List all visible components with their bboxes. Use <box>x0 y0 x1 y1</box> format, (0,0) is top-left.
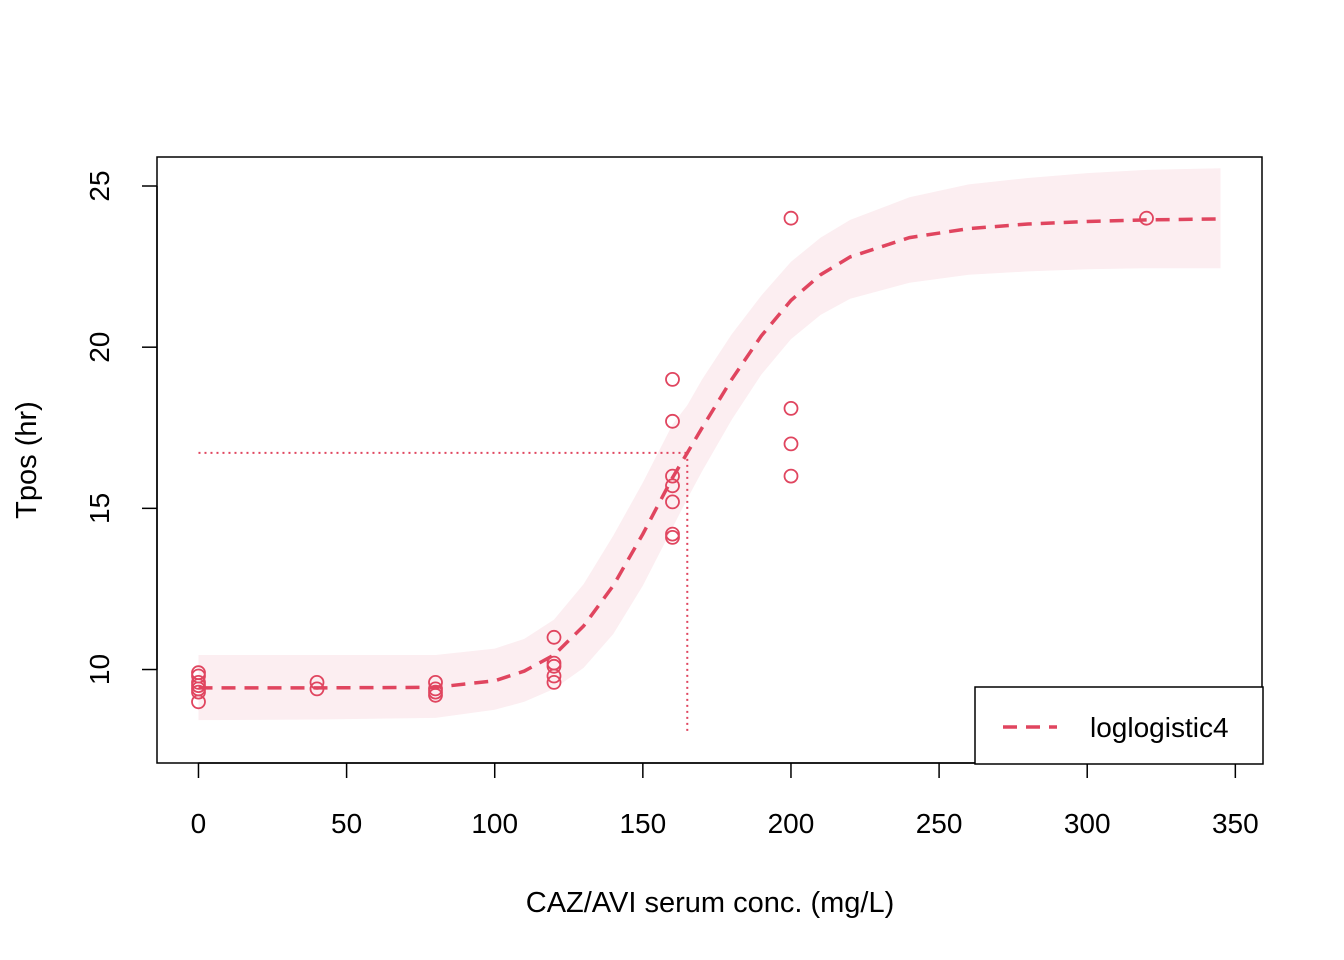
data-point <box>665 413 680 429</box>
x-tick-label: 150 <box>619 808 666 839</box>
data-point <box>191 694 206 710</box>
legend-label: loglogistic4 <box>1090 712 1229 743</box>
data-point <box>546 668 562 684</box>
data-point <box>665 371 680 387</box>
y-axis: 10 15 20 25 <box>84 170 158 685</box>
x-tick-label: 300 <box>1064 808 1111 839</box>
x-tick-label: 50 <box>331 808 362 839</box>
data-point <box>546 675 562 690</box>
fitted-curve-layer <box>198 217 1221 690</box>
data-points-layer <box>191 210 1154 710</box>
data-point <box>665 494 680 510</box>
x-axis: 0 50 100 150 200 250 300 350 <box>191 762 1259 839</box>
data-point <box>665 530 680 545</box>
data-point <box>546 629 562 645</box>
data-point <box>783 210 799 226</box>
x-tick-label: 350 <box>1212 808 1259 839</box>
x-tick-label: 100 <box>471 808 518 839</box>
legend-box <box>974 686 1264 765</box>
data-point <box>665 468 680 484</box>
data-point <box>783 468 799 484</box>
y-tick-label: 10 <box>84 654 115 685</box>
data-point <box>191 684 206 700</box>
reference-lines-layer <box>198 451 689 734</box>
data-point <box>546 658 562 674</box>
x-tick-label: 200 <box>768 808 815 839</box>
data-point <box>309 675 325 690</box>
x-tick-label: 0 <box>191 808 207 839</box>
data-point <box>1139 210 1154 226</box>
data-point <box>428 687 443 703</box>
y-tick-label: 25 <box>84 170 115 201</box>
y-tick-label: 15 <box>84 493 115 524</box>
data-point <box>309 681 325 697</box>
y-axis-title: Tpos (hr) <box>11 401 43 519</box>
y-tick-label: 20 <box>84 332 115 363</box>
data-point <box>665 478 680 494</box>
data-point <box>783 436 799 452</box>
legend: loglogistic4 <box>974 686 1264 765</box>
fitted-curve <box>198 217 1221 690</box>
confidence-band-layer <box>198 168 1221 721</box>
x-axis-title: CAZ/AVI serum conc. (mg/L) <box>526 887 895 919</box>
data-point <box>783 400 799 416</box>
x-tick-label: 250 <box>916 808 963 839</box>
confidence-band <box>198 168 1221 721</box>
